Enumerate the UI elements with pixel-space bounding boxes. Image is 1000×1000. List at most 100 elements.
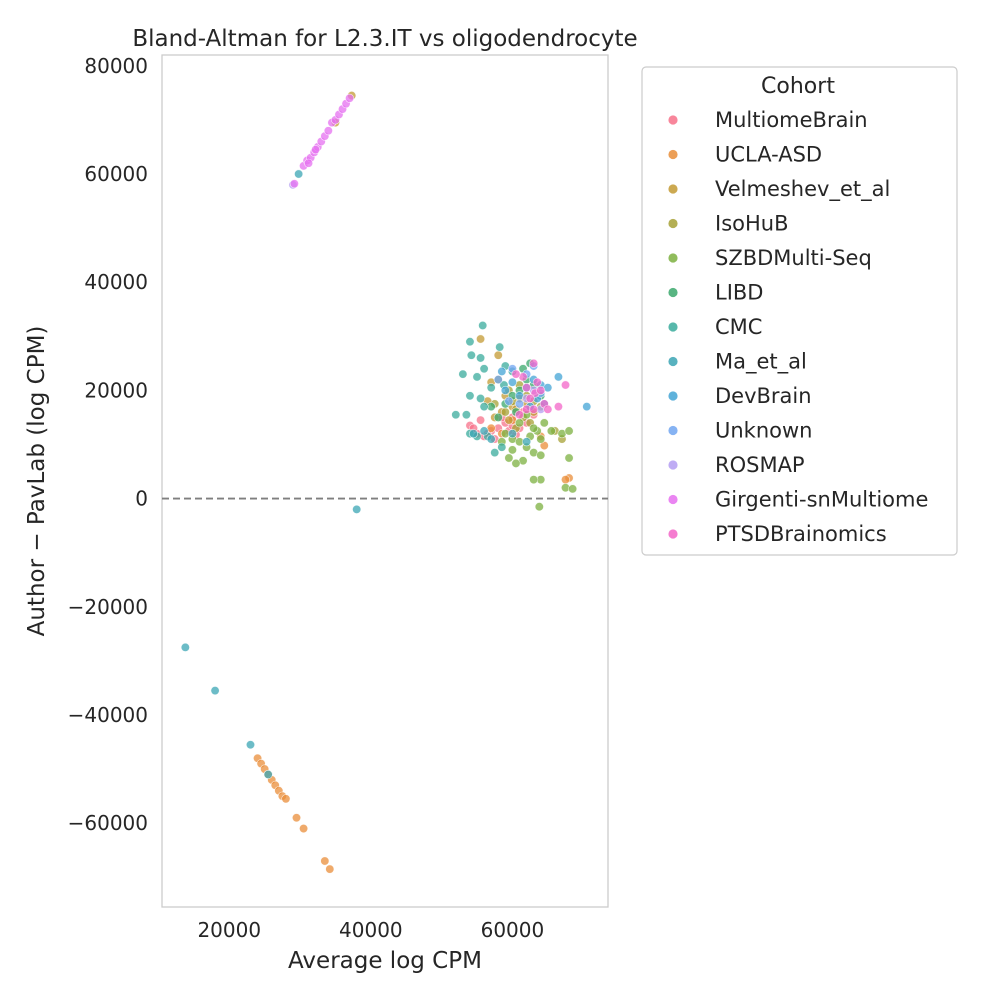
data-point — [564, 426, 574, 436]
data-point — [522, 437, 532, 447]
data-point — [493, 375, 503, 385]
data-point — [529, 475, 539, 485]
data-point — [504, 415, 514, 425]
data-point — [515, 410, 525, 420]
legend-item-PTSDBrainomics: PTSDBrainomics — [668, 522, 887, 546]
series-Ma_et_al — [180, 169, 532, 779]
legend-marker — [668, 356, 678, 367]
data-point — [543, 404, 553, 414]
legend-item-Girgenti-snMultiome: Girgenti-snMultiome — [668, 488, 928, 512]
data-point — [281, 794, 291, 804]
data-point — [476, 334, 486, 344]
y-tick-label: −60000 — [68, 811, 148, 835]
legend-marker — [668, 287, 678, 298]
legend: Cohort MultiomeBrain UCLA-ASD Velmeshev_et… — [641, 66, 958, 556]
data-point — [561, 475, 571, 485]
data-point — [352, 504, 362, 514]
data-point — [536, 434, 546, 444]
legend-label: Unknown — [715, 419, 812, 443]
legend-marker — [668, 494, 678, 505]
data-point — [289, 179, 299, 189]
data-point — [553, 372, 563, 382]
legend-label: DevBrain — [715, 384, 812, 408]
data-point — [561, 380, 571, 390]
legend-label: Girgenti-snMultiome — [715, 488, 928, 512]
data-point — [476, 394, 486, 404]
data-point — [525, 394, 535, 404]
legend-title: Cohort — [761, 74, 835, 99]
data-point — [311, 145, 321, 155]
x-tick-label: 60000 — [481, 918, 545, 942]
legend-label: PTSDBrainomics — [715, 522, 887, 546]
data-point — [493, 350, 503, 360]
legend-label: Ma_et_al — [715, 350, 807, 375]
x-tick-label: 40000 — [339, 918, 403, 942]
data-point — [468, 429, 478, 439]
legend-label: UCLA-ASD — [715, 143, 822, 167]
legend-item-LIBD: LIBD — [668, 281, 763, 305]
data-point — [345, 93, 355, 103]
data-point — [500, 407, 510, 417]
data-point — [507, 377, 517, 387]
data-point — [490, 448, 500, 458]
data-point — [210, 686, 220, 696]
data-point — [486, 434, 496, 444]
legend-marker — [668, 460, 678, 470]
data-point — [495, 342, 505, 352]
data-point — [451, 410, 461, 420]
data-point — [478, 320, 488, 330]
legend-label: SZBDMulti-Seq — [715, 246, 872, 270]
data-point — [511, 458, 521, 468]
data-point — [536, 385, 546, 395]
y-tick-label: −20000 — [68, 595, 148, 619]
data-point — [568, 484, 578, 494]
y-tick-label: 40000 — [84, 270, 148, 294]
legend-marker — [668, 253, 678, 263]
legend-marker — [668, 391, 678, 401]
data-point — [479, 426, 489, 436]
data-point — [493, 412, 503, 422]
data-point — [476, 415, 486, 425]
legend-item-ROSMAP: ROSMAP — [668, 453, 805, 477]
y-axis-ticks: 80000 60000 40000 20000 0 −20000 −40000 −60000 — [68, 54, 148, 835]
legend-marker — [668, 218, 678, 229]
legend-item-Unknown: Unknown — [668, 419, 812, 443]
legend-item-DevBrain: DevBrain — [668, 384, 812, 408]
plot-area-frame — [161, 54, 609, 908]
data-point — [292, 813, 302, 823]
legend-marker — [668, 529, 678, 539]
data-point — [497, 442, 507, 452]
legend-item-Velmeshev_et_al: Velmeshev_et_al — [668, 177, 890, 202]
data-point — [539, 418, 549, 428]
data-point — [564, 453, 574, 463]
data-point — [479, 402, 489, 412]
data-point — [323, 126, 333, 136]
data-point — [476, 353, 486, 363]
series-CMC — [451, 320, 517, 458]
data-point — [263, 769, 273, 779]
data-point — [325, 864, 335, 874]
data-point — [320, 856, 330, 866]
y-tick-label: −40000 — [68, 703, 148, 727]
data-point — [553, 402, 563, 412]
data-point — [497, 366, 507, 376]
data-point — [582, 402, 592, 412]
data-point — [466, 350, 476, 360]
legend-items: MultiomeBrain UCLA-ASD Velmeshev_et_al IsoH… — [668, 108, 928, 546]
data-point — [486, 383, 496, 393]
data-point — [529, 404, 539, 414]
legend-label: IsoHuB — [715, 212, 789, 236]
data-point — [534, 502, 544, 512]
data-point — [504, 396, 514, 406]
legend-label: LIBD — [715, 281, 763, 305]
data-point — [515, 399, 525, 409]
y-tick-label: 0 — [135, 487, 148, 511]
data-point — [479, 364, 489, 374]
x-axis-label: Average log CPM — [288, 948, 482, 974]
data-point — [458, 369, 468, 379]
legend-marker — [668, 184, 678, 194]
data-point — [536, 450, 546, 460]
series-Velmeshev_et_al — [330, 91, 539, 425]
legend-marker — [668, 425, 678, 436]
legend-item-CMC: CMC — [668, 315, 762, 339]
